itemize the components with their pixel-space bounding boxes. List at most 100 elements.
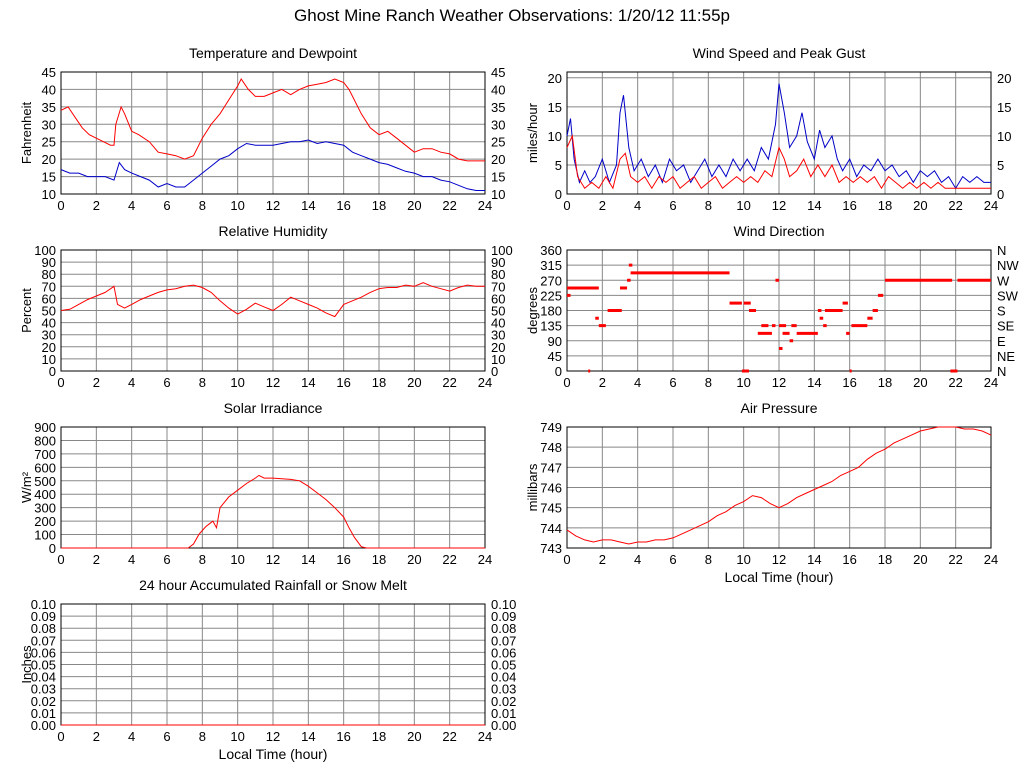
y-tick-label: 45 (42, 65, 56, 80)
y-tick-label: 0 (49, 541, 56, 556)
x-tick-label: 22 (442, 375, 456, 390)
right-axis-label: 70 (491, 279, 505, 294)
right-axis-label: 100 (491, 243, 513, 258)
x-tick-label: 18 (372, 198, 386, 213)
x-tick-label: 6 (669, 552, 676, 567)
y-tick-label: 749 (540, 420, 562, 435)
right-axis-label: 40 (491, 82, 505, 97)
x-tick-label: 14 (301, 552, 315, 567)
x-tick-label: 10 (230, 375, 244, 390)
y-tick-label: 0.06 (31, 645, 56, 660)
right-axis-label: 0.08 (491, 621, 516, 636)
y-tick-label: 743 (540, 541, 562, 556)
y-tick-label: 400 (34, 487, 56, 502)
y-tick-label: 40 (42, 316, 56, 331)
x-tick-label: 18 (372, 375, 386, 390)
series-line-0 (60, 78, 485, 162)
y-axis-label: W/m² (19, 471, 34, 503)
right-axis-label: 35 (491, 100, 505, 115)
chart-title: Wind Direction (733, 223, 824, 239)
y-tick-label: 0.09 (31, 609, 56, 624)
y-tick-label: 315 (540, 258, 562, 273)
y-tick-label: 700 (34, 447, 56, 462)
y-tick-label: 135 (540, 319, 562, 334)
x-tick-label: 24 (478, 552, 492, 567)
right-axis-label: SW (997, 288, 1019, 303)
x-tick-label: 2 (599, 375, 606, 390)
x-tick-label: 22 (442, 198, 456, 213)
x-tick-label: 20 (913, 552, 927, 567)
x-tick-label: 10 (736, 198, 750, 213)
x-tick-label: 4 (634, 552, 641, 567)
x-tick-label: 12 (266, 552, 280, 567)
x-tick-label: 10 (230, 729, 244, 744)
y-tick-label: 70 (42, 279, 56, 294)
x-tick-label: 14 (807, 198, 821, 213)
right-axis-label: 10 (491, 352, 505, 367)
right-axis-label: N (997, 364, 1006, 379)
right-axis-label: 40 (491, 316, 505, 331)
x-tick-label: 8 (705, 552, 712, 567)
chart-rain: 24 hour Accumulated Rainfall or Snow Mel… (19, 577, 516, 762)
y-tick-label: 0 (555, 364, 562, 379)
right-axis-label: 15 (997, 100, 1011, 115)
y-tick-label: 180 (540, 304, 562, 319)
x-tick-label: 12 (266, 729, 280, 744)
y-tick-label: 360 (540, 243, 562, 258)
x-tick-label: 8 (199, 375, 206, 390)
series-line-1 (60, 139, 485, 191)
x-tick-label: 20 (913, 375, 927, 390)
x-tick-label: 16 (842, 198, 856, 213)
x-tick-label: 24 (984, 198, 998, 213)
right-axis-label: 20 (491, 340, 505, 355)
x-tick-label: 12 (772, 198, 786, 213)
x-tick-label: 22 (442, 729, 456, 744)
y-tick-label: 747 (540, 460, 562, 475)
x-tick-label: 14 (807, 552, 821, 567)
y-tick-label: 30 (42, 117, 56, 132)
y-tick-label: 20 (548, 71, 562, 86)
x-tick-label: 4 (634, 198, 641, 213)
y-tick-label: 20 (42, 152, 56, 167)
x-tick-label: 2 (93, 552, 100, 567)
right-axis-label: 20 (491, 152, 505, 167)
chart-title: 24 hour Accumulated Rainfall or Snow Mel… (139, 577, 407, 593)
y-tick-label: 225 (540, 288, 562, 303)
x-tick-label: 24 (984, 375, 998, 390)
y-tick-label: 80 (42, 267, 56, 282)
y-tick-label: 745 (540, 501, 562, 516)
y-tick-label: 800 (34, 433, 56, 448)
chart-title: Solar Irradiance (224, 400, 323, 416)
x-tick-label: 2 (93, 198, 100, 213)
y-tick-label: 90 (548, 334, 562, 349)
plot-frame (566, 71, 992, 195)
x-tick-label: 4 (128, 198, 135, 213)
series-line-1 (566, 134, 991, 190)
plot-frame (60, 71, 486, 195)
chart-title: Relative Humidity (219, 223, 328, 239)
x-tick-label: 20 (407, 729, 421, 744)
x-tick-label: 12 (772, 552, 786, 567)
x-tick-label: 6 (669, 198, 676, 213)
x-tick-label: 0 (57, 375, 64, 390)
right-axis-label: NW (997, 258, 1019, 273)
x-tick-label: 16 (842, 552, 856, 567)
x-tick-label: 16 (336, 375, 350, 390)
y-tick-label: 0 (49, 364, 56, 379)
right-axis-label: 0.00 (491, 718, 516, 733)
y-tick-label: 500 (34, 474, 56, 489)
x-tick-label: 0 (57, 198, 64, 213)
chart-title: Temperature and Dewpoint (189, 45, 357, 61)
x-tick-label: 10 (736, 375, 750, 390)
x-tick-label: 2 (599, 552, 606, 567)
x-tick-label: 8 (199, 552, 206, 567)
x-tick-label: 20 (407, 198, 421, 213)
x-tick-label: 10 (230, 198, 244, 213)
y-axis-label: millibars (525, 463, 540, 511)
right-axis-label: NE (997, 349, 1015, 364)
x-tick-label: 8 (705, 198, 712, 213)
right-axis-label: 0.03 (491, 682, 516, 697)
